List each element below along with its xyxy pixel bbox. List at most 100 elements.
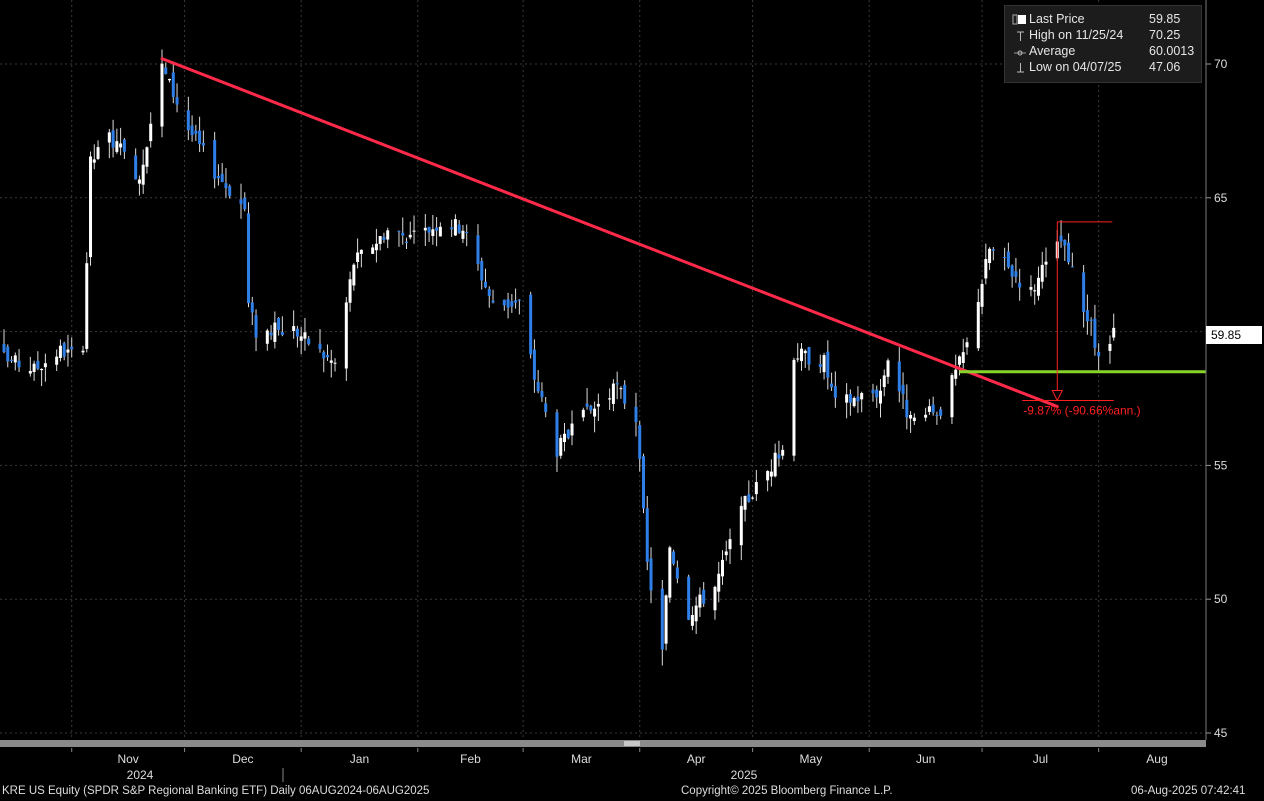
candle-down — [1089, 319, 1093, 321]
candle-up — [581, 409, 585, 418]
candle-down — [529, 294, 533, 355]
candle-up — [333, 362, 337, 364]
candle-down — [254, 315, 258, 338]
candle-up — [724, 551, 728, 556]
candle-down — [935, 415, 939, 417]
candle-down — [830, 383, 834, 388]
candle-up — [378, 236, 382, 244]
candle-down — [649, 558, 653, 591]
candle-up — [559, 437, 563, 456]
legend-average[interactable]: Average 60.0013 — [1005, 44, 1201, 60]
candle-down — [201, 142, 205, 146]
candle-down — [10, 359, 14, 362]
candle-up — [720, 559, 724, 577]
chart-scrollbar[interactable] — [0, 740, 1206, 747]
scrollbar-grip[interactable] — [624, 741, 640, 746]
candle-up — [408, 234, 412, 238]
x-year-label: 2024 — [127, 768, 154, 782]
candle-up — [957, 356, 961, 365]
candle-down — [939, 409, 943, 416]
candle-down — [536, 381, 540, 392]
candle-up — [66, 349, 70, 353]
candle-down — [122, 139, 126, 152]
candle-up — [423, 227, 427, 231]
candle-up — [739, 505, 743, 546]
legend-low[interactable]: Low on 04/07/25 47.06 — [1005, 60, 1201, 76]
candle-up — [359, 249, 363, 254]
candle-down — [856, 396, 860, 402]
candle-down — [491, 300, 495, 303]
candle-down — [220, 173, 224, 183]
candle-up — [766, 470, 770, 481]
candle-down — [277, 317, 281, 330]
candle-down — [1003, 256, 1007, 258]
candle-up — [145, 147, 149, 167]
chart-overlays: -9.87% (-90.66%ann.) — [160, 57, 1206, 417]
legend-high[interactable]: High on 11/25/24 70.25 — [1005, 28, 1201, 44]
candle-down — [1010, 265, 1014, 277]
candle-down — [555, 412, 559, 457]
candle-down — [585, 403, 589, 407]
candle-up — [168, 78, 172, 81]
candle-up — [299, 336, 303, 341]
candle-up — [988, 248, 992, 264]
candle-down — [875, 389, 879, 398]
candle-down — [1097, 351, 1101, 357]
candle-down — [134, 155, 138, 180]
candle-up — [107, 132, 111, 143]
candle-up — [1033, 290, 1037, 292]
legend-label: Low on 04/07/25 — [1029, 60, 1122, 74]
candle-up — [792, 359, 796, 456]
candle-down — [905, 399, 909, 418]
candle-up — [886, 360, 890, 377]
high-marker-icon — [1017, 31, 1024, 41]
x-month-label: Aug — [1146, 752, 1167, 766]
grid-lines — [0, 0, 1206, 740]
candle-up — [141, 164, 145, 185]
legend-label: High on 11/25/24 — [1029, 28, 1124, 42]
candle-up — [352, 264, 356, 286]
candle-down — [247, 213, 251, 304]
candle-up — [28, 370, 32, 374]
candle-down — [638, 425, 642, 460]
candle-down — [318, 343, 322, 350]
x-month-label: Apr — [687, 752, 706, 766]
candle-down — [1093, 318, 1097, 348]
legend-last-price[interactable]: Last Price 59.85 — [1005, 12, 1201, 28]
candle-down — [224, 183, 228, 188]
candle-up — [329, 360, 333, 363]
candle-up — [698, 594, 702, 608]
candle-down — [36, 360, 40, 369]
candle-down — [457, 224, 461, 233]
candle-up — [371, 247, 375, 254]
candle-down — [1018, 282, 1022, 288]
copyright-text: Copyright© 2025 Bloomberg Finance L.P. — [681, 785, 893, 797]
security-description: KRE US Equity (SPDR S&P Regional Banking… — [2, 785, 430, 797]
candle-up — [717, 573, 721, 592]
candle-down — [502, 299, 506, 306]
x-month-label: Jul — [1033, 752, 1048, 766]
candle-up — [438, 226, 442, 237]
candle-up — [965, 342, 969, 348]
candle-down — [480, 260, 484, 281]
candle-up — [1029, 287, 1033, 290]
candle-up — [668, 547, 672, 598]
candle-down — [641, 456, 645, 509]
candle-down — [1085, 310, 1089, 322]
candle-up — [386, 230, 390, 240]
candle-down — [435, 227, 439, 231]
candle-up — [149, 123, 153, 142]
candle-down — [322, 352, 326, 359]
candle-up — [265, 330, 269, 344]
candle-down — [17, 360, 21, 368]
candle-up — [374, 243, 378, 251]
candle-down — [228, 186, 232, 197]
candle-up — [694, 605, 698, 622]
candle-down — [672, 551, 676, 564]
candle-down — [1014, 271, 1018, 277]
candle-down — [427, 226, 431, 233]
candle-down — [171, 72, 175, 98]
candle-up — [852, 397, 856, 407]
resistance-trendline — [160, 57, 1059, 409]
candle-up — [713, 586, 717, 611]
